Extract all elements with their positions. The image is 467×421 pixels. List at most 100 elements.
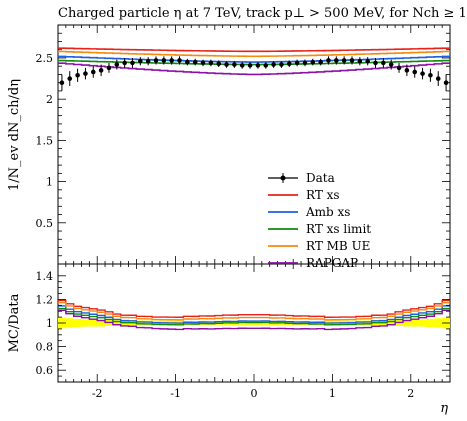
legend-data-label: Data <box>306 171 335 185</box>
ratio-uncertainty-band <box>89 319 98 327</box>
data-point <box>420 71 425 76</box>
x-axis-label: η <box>440 401 448 416</box>
data-point <box>388 62 394 67</box>
data-point <box>326 58 331 63</box>
legend-amb-xs-label: Amb xs <box>305 205 350 219</box>
series-rt-mb-ue-line <box>58 50 450 58</box>
ratio-uncertainty-band <box>410 319 419 327</box>
main-panel: 0.5 1 1.5 2 2.5 <box>36 24 451 265</box>
x-tick-label: -2 <box>92 387 103 400</box>
y-axis-label-ratio: MC/Data <box>7 293 22 352</box>
ratio-amb-xs-line <box>58 305 450 324</box>
data-point <box>279 62 284 67</box>
data-point <box>75 72 80 78</box>
legend: Data RT xs Amb xs RT xs limit RT MB UE RAPGAP <box>268 171 371 270</box>
data-point <box>216 61 222 67</box>
data-point <box>232 62 237 67</box>
series-rapgap-line <box>58 62 450 76</box>
data-point <box>435 76 441 81</box>
y-tick-label-main: 1.5 <box>36 134 54 147</box>
series-rt-xs-line <box>58 47 450 53</box>
legend-rapgap-label: RAPGAP <box>306 256 358 270</box>
y-tick-label-ratio: 0.8 <box>36 341 54 354</box>
data-point <box>185 59 190 65</box>
data-point <box>373 60 378 66</box>
ratio-uncertainty-band <box>136 320 145 326</box>
legend-rt-mb-ue-label: RT MB UE <box>306 239 370 253</box>
legend-rt-xs-label: RT xs <box>306 188 340 202</box>
data-point <box>114 62 120 67</box>
data-point <box>428 72 433 78</box>
ratio-rt-mb-ue-line <box>58 302 450 321</box>
y-tick-label-main: 2.5 <box>36 52 54 65</box>
data-point <box>271 62 276 67</box>
ratio-uncertainty-band <box>144 320 153 326</box>
data-point <box>239 63 245 68</box>
ratio-uncertainty-band <box>73 318 82 328</box>
ratio-uncertainty-band <box>112 320 121 326</box>
data-point <box>130 60 135 66</box>
y-tick-label-main: 1 <box>46 176 53 189</box>
y-tick-label-ratio: 1.4 <box>36 270 54 283</box>
data-point <box>294 60 300 66</box>
data-point <box>161 58 167 63</box>
data-point <box>263 63 269 68</box>
y-tick-label-ratio: 1 <box>46 317 53 330</box>
data-point <box>349 58 355 63</box>
ratio-uncertainty-band <box>418 319 427 327</box>
ratio-panel: -2 -1 0 1 2 0.6 0.8 1 1.2 1.4 <box>36 263 451 400</box>
ratio-uncertainty-band <box>387 320 396 326</box>
y-axis-label-main: 1/N_ev dN_ch/dη <box>7 79 22 191</box>
y-tick-label-ratio: 1.2 <box>36 293 54 306</box>
data-point <box>67 76 73 81</box>
ratio-uncertainty-band <box>355 320 364 326</box>
ratio-rapgap-line <box>58 309 450 331</box>
data-point <box>365 58 370 64</box>
data-point <box>318 59 323 65</box>
ratio-uncertainty-band <box>363 320 372 326</box>
ratio-rt-xs-line <box>58 299 450 318</box>
ratio-uncertainty-band <box>65 318 74 328</box>
ratio-rt-xs-limit-line <box>58 307 450 326</box>
ratio-uncertainty-band <box>81 319 90 327</box>
data-point <box>412 69 418 75</box>
y-tick-label-main: 2 <box>46 93 53 106</box>
data-point <box>122 60 127 66</box>
data-point <box>357 58 363 64</box>
x-tick-label: -1 <box>170 387 181 400</box>
data-point <box>83 71 88 76</box>
data-point <box>310 59 316 65</box>
ratio-uncertainty-band <box>183 321 192 325</box>
data-point <box>334 58 339 63</box>
data-point <box>145 58 151 64</box>
ratio-uncertainty-band <box>402 319 411 327</box>
data-point <box>404 68 410 73</box>
y-tick-label-ratio: 0.6 <box>36 364 54 377</box>
data-point <box>286 61 292 67</box>
data-point <box>208 60 214 66</box>
data-point <box>169 58 174 63</box>
data-point <box>396 65 402 71</box>
data-point <box>177 58 182 63</box>
data-point <box>90 69 96 75</box>
series-amb-xs-line <box>58 55 450 63</box>
x-tick-label: 0 <box>251 387 258 400</box>
data-point <box>247 63 253 68</box>
legend-data-marker <box>280 175 286 181</box>
data-point <box>138 58 143 64</box>
data-point <box>224 62 229 67</box>
x-tick-label: 1 <box>329 387 336 400</box>
data-point <box>341 58 347 63</box>
data-point <box>200 60 206 66</box>
data-point <box>98 68 104 73</box>
data-point <box>106 65 112 71</box>
data-point <box>192 59 198 65</box>
chart-title: Charged particle η at 7 TeV, track p⊥ > … <box>58 6 467 21</box>
y-tick-label-main: 0.5 <box>36 217 54 230</box>
data-point <box>153 58 159 63</box>
x-tick-label: 2 <box>407 387 414 400</box>
ratio-uncertainty-band <box>434 318 443 328</box>
data-point <box>302 60 308 66</box>
legend-rt-xs-limit-label: RT xs limit <box>306 222 371 236</box>
